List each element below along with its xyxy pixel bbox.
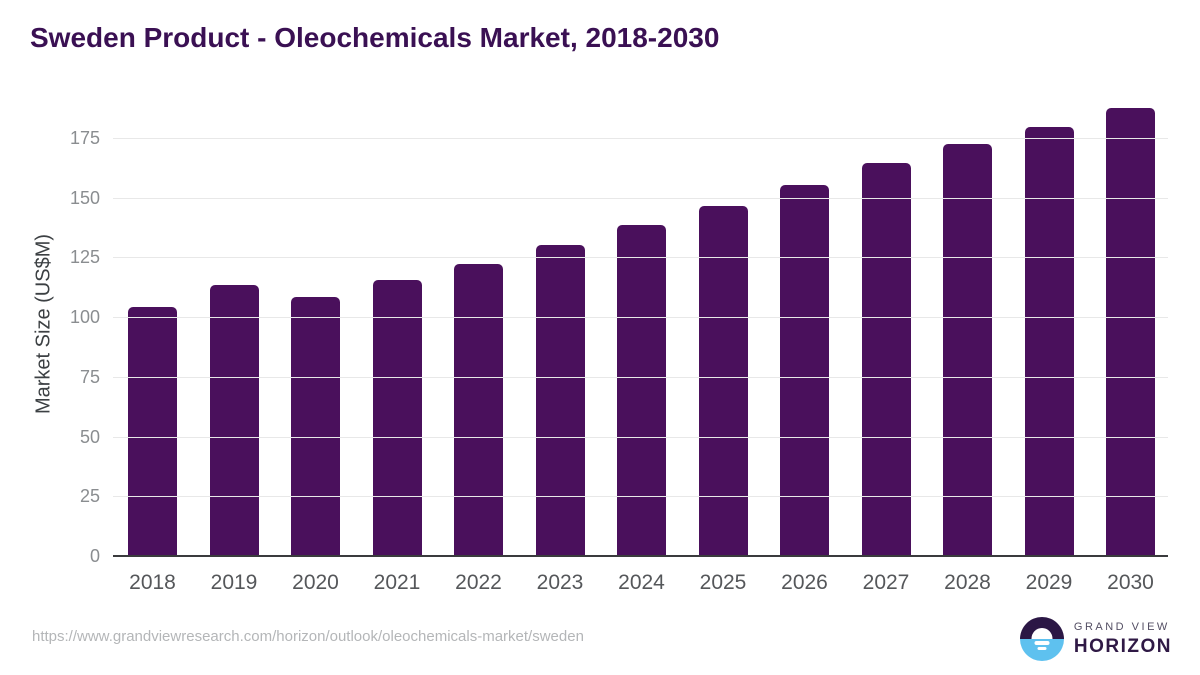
y-tick-label-75: 75 [79,366,100,387]
bar-2030 [1106,108,1155,555]
bar-column-2021: 2021 [372,92,422,594]
x-tick-label-2026: 2026 [781,571,828,594]
bar-column-2027: 2027 [861,92,911,594]
bar-column-2022: 2022 [454,92,503,594]
gridline-175 [113,138,1168,139]
bar-2021 [372,280,422,555]
x-tick-label-2024: 2024 [618,571,665,594]
horizon-sun-icon-sun [1031,628,1053,639]
x-tick-label-2020: 2020 [292,571,339,594]
bar-2024 [617,225,666,555]
bar-2023 [535,244,585,555]
bar-column-2024: 2024 [617,92,666,594]
gridline-100 [113,317,1168,319]
source-url: https://www.grandviewresearch.com/horizo… [32,628,584,645]
x-tick-label-2030: 2030 [1107,571,1154,594]
bar-column-2028: 2028 [943,92,992,594]
bars-container: 2018 2019 2020 2021 2022 2023 2024 2025 2026 2027… [128,92,1155,594]
bar-column-2023: 2023 [535,92,585,594]
y-tick-label-100: 100 [69,307,100,328]
bar-column-2026: 2026 [780,92,829,594]
horizon-sun-icon-reflection [1034,641,1050,645]
x-tick-label-2028: 2028 [944,571,991,594]
gridline-125 [113,257,1168,259]
x-tick-label-2019: 2019 [210,571,258,594]
y-tick-label-50: 50 [79,426,100,447]
x-tick-label-2021: 2021 [373,571,421,594]
y-tick-label-125: 125 [69,247,100,268]
bar-2027 [861,163,911,555]
logo-text: GRAND VIEW HORIZON [1074,621,1172,658]
y-tick-label-25: 25 [79,486,100,507]
x-tick-label-2025: 2025 [699,571,747,594]
gridline-150 [113,197,1168,199]
gridline-25 [113,496,1168,498]
bar-column-2019: 2019 [209,92,259,594]
x-tick-label-2027: 2027 [862,571,910,594]
bar-2029 [1024,127,1074,555]
plot-area: 2018 2019 2020 2021 2022 2023 2024 2025 2026 2027… [70,92,1168,594]
bar-2019 [209,285,259,555]
logo-text-grand-view: GRAND VIEW [1073,620,1170,633]
logo-text-horizon: HORIZON [1073,635,1172,657]
horizon-sun-icon-sea [1019,639,1064,661]
bar-2020 [291,297,340,555]
x-tick-label-2029: 2029 [1025,571,1073,594]
bar-2018 [128,306,177,555]
bar-2022 [454,263,503,555]
bar-column-2020: 2020 [291,92,340,594]
gridline-75 [113,376,1168,378]
x-tick-label-2023: 2023 [536,571,584,594]
bar-column-2025: 2025 [698,92,748,594]
y-tick-label-150: 150 [69,187,100,208]
bar-2025 [698,206,748,555]
x-axis-line [113,555,1168,557]
y-tick-label-175: 175 [69,128,100,148]
x-tick-label-2018: 2018 [129,571,176,594]
bar-column-2018: 2018 [128,92,177,594]
chart-title: Sweden Product - Oleochemicals Market, 2… [30,22,720,53]
bar-column-2030: 2030 [1106,92,1155,594]
horizon-sun-icon [1019,617,1064,661]
bar-2026 [780,184,829,555]
bar-column-2029: 2029 [1024,92,1074,594]
grandview-horizon-logo: GRAND VIEW HORIZON [1019,617,1172,661]
x-tick-label-2022: 2022 [455,571,502,594]
bar-2028 [943,144,992,555]
y-tick-label-0: 0 [89,546,100,566]
gridline-50 [113,436,1168,438]
horizon-sun-icon-reflection [1037,647,1047,650]
